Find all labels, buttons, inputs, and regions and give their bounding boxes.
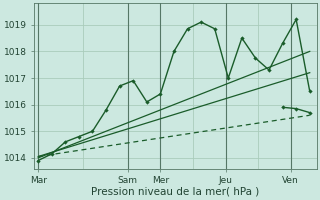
X-axis label: Pression niveau de la mer( hPa ): Pression niveau de la mer( hPa ) — [91, 187, 260, 197]
